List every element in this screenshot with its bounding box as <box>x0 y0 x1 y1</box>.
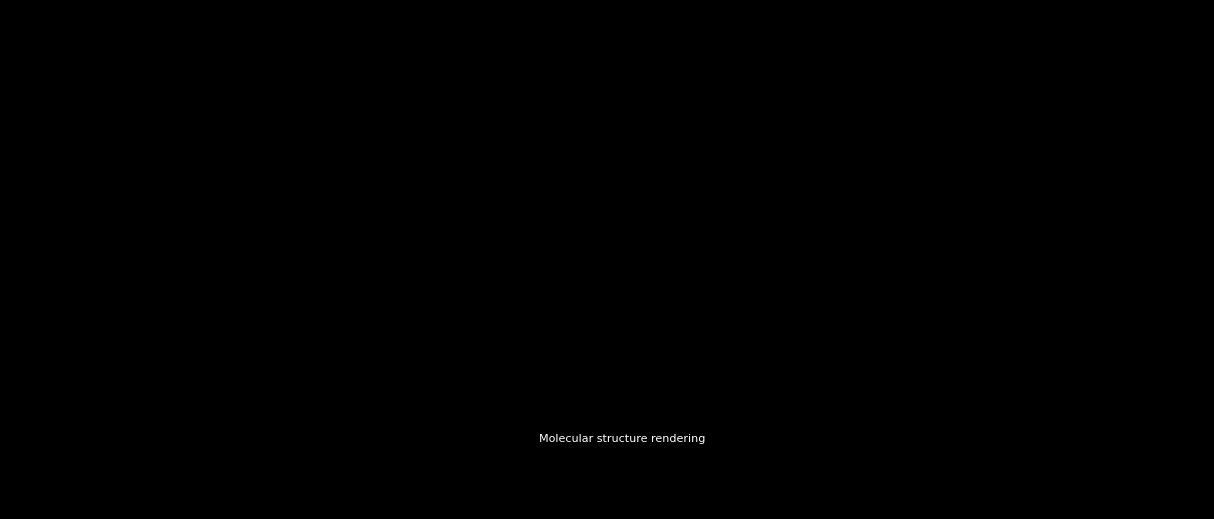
Text: Molecular structure rendering: Molecular structure rendering <box>539 434 705 444</box>
